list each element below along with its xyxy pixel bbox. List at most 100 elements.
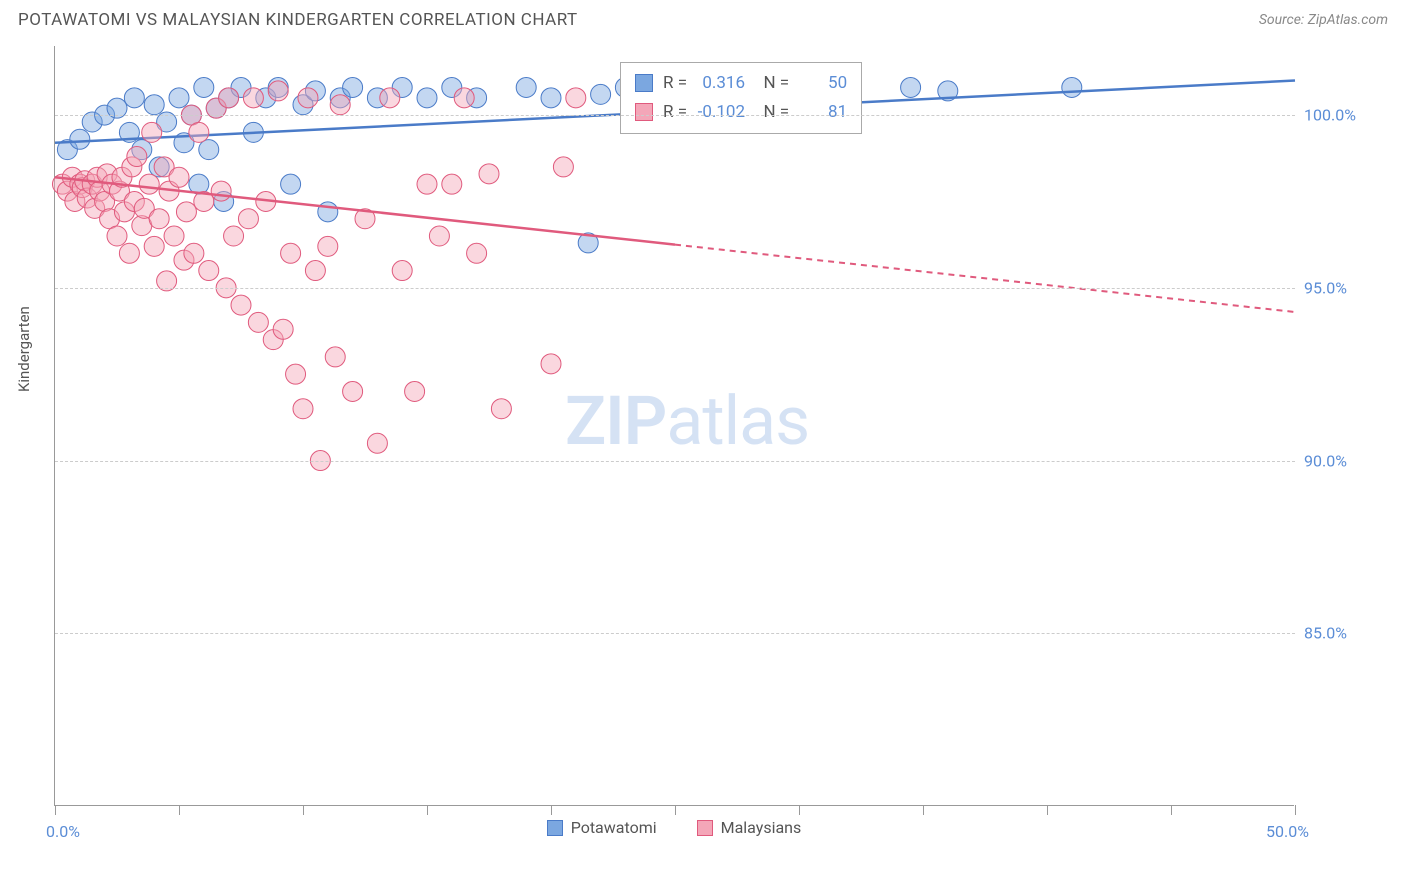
scatter-point [479, 164, 499, 184]
scatter-point [142, 122, 162, 142]
stat-n-label: N = [755, 69, 789, 98]
scatter-point [281, 243, 301, 263]
bottom-legend: Potawatomi Malaysians [54, 818, 1294, 837]
stats-row: R = -0.102 N = 81 [635, 98, 847, 127]
scatter-point [169, 167, 189, 187]
y-tick-label: 90.0% [1304, 451, 1347, 470]
x-tick [303, 805, 304, 815]
stat-r-value: 0.316 [697, 69, 745, 98]
scatter-point [541, 354, 561, 374]
scatter-point [119, 243, 139, 263]
x-tick [675, 805, 676, 815]
scatter-point [199, 261, 219, 281]
gridline-h [55, 288, 1295, 289]
stat-r-label: R = [663, 98, 687, 127]
scatter-point [199, 140, 219, 160]
y-tick-label: 95.0% [1304, 278, 1347, 297]
scatter-point [1062, 77, 1082, 97]
legend-item: Potawatomi [547, 818, 657, 837]
gridline-h [55, 461, 1295, 462]
scatter-point [454, 88, 474, 108]
scatter-point [211, 181, 231, 201]
scatter-point [901, 77, 921, 97]
scatter-point [70, 129, 90, 149]
scatter-point [325, 347, 345, 367]
scatter-point [417, 174, 437, 194]
y-tick-label: 100.0% [1304, 106, 1356, 125]
scatter-point [124, 88, 144, 108]
plot-area: ZIPatlas R =0.316 N =50R =-0.102 N =81 [54, 46, 1294, 806]
scatter-point [144, 95, 164, 115]
chart-title: POTAWATOMI VS MALAYSIAN KINDERGARTEN COR… [18, 10, 578, 30]
chart-source: Source: ZipAtlas.com [1259, 12, 1388, 28]
scatter-point [591, 84, 611, 104]
chart-container: ZIPatlas R =0.316 N =50R =-0.102 N =81 K… [54, 46, 1372, 836]
scatter-point [491, 399, 511, 419]
scatter-point [293, 399, 313, 419]
legend-label: Potawatomi [571, 818, 657, 837]
scatter-point [176, 202, 196, 222]
x-tick [1171, 805, 1172, 815]
x-tick [1047, 805, 1048, 815]
scatter-point [189, 122, 209, 142]
x-tick [799, 805, 800, 815]
scatter-point [380, 88, 400, 108]
scatter-point [194, 77, 214, 97]
scatter-point [343, 381, 363, 401]
scatter-point [417, 88, 437, 108]
x-tick [179, 805, 180, 815]
y-tick-label: 85.0% [1304, 624, 1347, 643]
scatter-point [343, 77, 363, 97]
stat-r-label: R = [663, 69, 687, 98]
x-tick [923, 805, 924, 815]
scatter-point [566, 88, 586, 108]
stat-n-value: 50 [799, 69, 847, 98]
scatter-point [429, 226, 449, 246]
chart-header: POTAWATOMI VS MALAYSIAN KINDERGARTEN COR… [0, 0, 1406, 38]
legend-swatch-icon [697, 820, 713, 836]
x-tick [55, 805, 56, 815]
scatter-point [541, 88, 561, 108]
scatter-point [164, 226, 184, 246]
scatter-point [144, 236, 164, 256]
scatter-point [248, 312, 268, 332]
scatter-point [405, 381, 425, 401]
legend-swatch-icon [547, 820, 563, 836]
scatter-point [467, 243, 487, 263]
scatter-point [392, 261, 412, 281]
scatter-point [224, 226, 244, 246]
legend-item: Malaysians [697, 818, 802, 837]
scatter-point [231, 295, 251, 315]
legend-label: Malaysians [721, 818, 802, 837]
legend-swatch-icon [635, 103, 653, 121]
scatter-point [367, 433, 387, 453]
stat-n-label: N = [755, 98, 789, 127]
stats-row: R = 0.316 N = 50 [635, 69, 847, 98]
scatter-point [219, 88, 239, 108]
y-axis-label: Kindergarten [15, 306, 33, 392]
scatter-point [268, 81, 288, 101]
stat-n-value: 81 [799, 98, 847, 127]
scatter-point [442, 174, 462, 194]
x-tick [427, 805, 428, 815]
stat-r-value: -0.102 [697, 98, 745, 127]
scatter-point [281, 174, 301, 194]
scatter-point [238, 209, 258, 229]
trend-line-extrapolated [675, 245, 1295, 312]
scatter-point [330, 95, 350, 115]
scatter-point [286, 364, 306, 384]
x-tick [1295, 805, 1296, 815]
scatter-point [305, 261, 325, 281]
scatter-point [318, 202, 338, 222]
scatter-point [139, 174, 159, 194]
x-tick [551, 805, 552, 815]
scatter-point [169, 88, 189, 108]
gridline-h [55, 633, 1295, 634]
scatter-point [516, 77, 536, 97]
scatter-point [107, 226, 127, 246]
scatter-point [298, 88, 318, 108]
plot-svg [55, 46, 1295, 806]
scatter-point [243, 88, 263, 108]
scatter-point [318, 236, 338, 256]
scatter-point [553, 157, 573, 177]
